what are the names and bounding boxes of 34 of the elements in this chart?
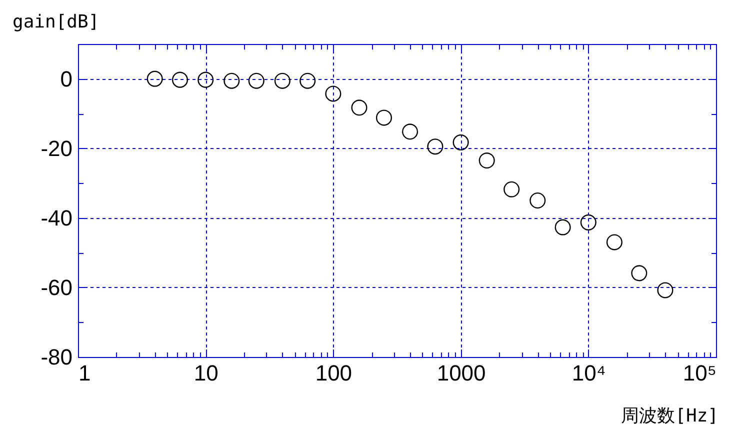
point xyxy=(504,181,520,198)
x-tick-label: 10⁵ xyxy=(682,360,716,386)
x-tick-label: 10 xyxy=(194,360,218,386)
point xyxy=(606,234,622,250)
point xyxy=(146,70,163,87)
point xyxy=(351,100,368,116)
y-axis-title: gain[dB] xyxy=(12,12,100,32)
point xyxy=(402,124,418,140)
point xyxy=(452,134,469,150)
point xyxy=(554,219,571,236)
point xyxy=(478,152,495,169)
y-tick-label: 0 xyxy=(60,66,72,92)
point xyxy=(248,72,264,89)
x-tick-label: 10⁴ xyxy=(572,360,606,386)
point xyxy=(376,110,392,126)
x-tick-label: 1 xyxy=(78,360,91,386)
point xyxy=(427,138,444,155)
point xyxy=(198,72,214,88)
point xyxy=(300,72,316,89)
point xyxy=(580,214,596,230)
y-tick-label: -40 xyxy=(40,205,72,230)
point xyxy=(224,72,240,89)
y-tick-label: -60 xyxy=(40,274,72,300)
point xyxy=(631,265,648,282)
point xyxy=(172,72,188,88)
point xyxy=(325,86,342,102)
x-axis-title: 周波数[Hz] xyxy=(621,406,718,426)
y-tick-label: -20 xyxy=(40,136,72,161)
point xyxy=(657,282,674,298)
x-tick-label: 100 xyxy=(315,360,352,386)
point xyxy=(274,72,290,89)
x-tick-label: 1000 xyxy=(436,360,486,386)
y-tick-label: -80 xyxy=(40,344,72,370)
point xyxy=(530,192,546,208)
